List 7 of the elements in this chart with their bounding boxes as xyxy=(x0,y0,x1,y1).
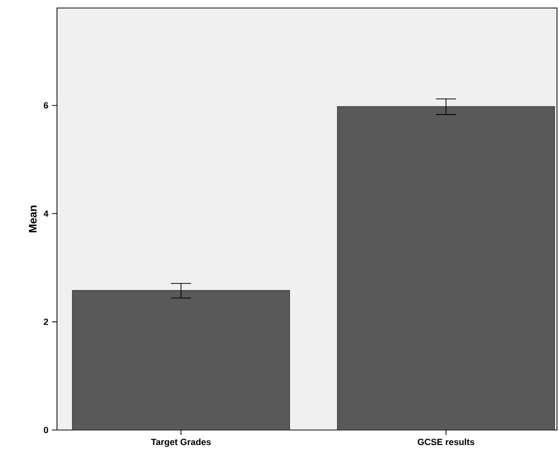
y-axis-title: Mean xyxy=(29,206,37,232)
y-tick-label: 2 xyxy=(44,318,48,325)
y-tick-label: 4 xyxy=(44,210,48,217)
x-tick-label: GCSE results xyxy=(418,438,474,446)
x-tick-label: Target Grades xyxy=(151,438,211,447)
y-tick-label: 6 xyxy=(44,102,48,109)
y-tick-label: 0 xyxy=(44,426,48,434)
